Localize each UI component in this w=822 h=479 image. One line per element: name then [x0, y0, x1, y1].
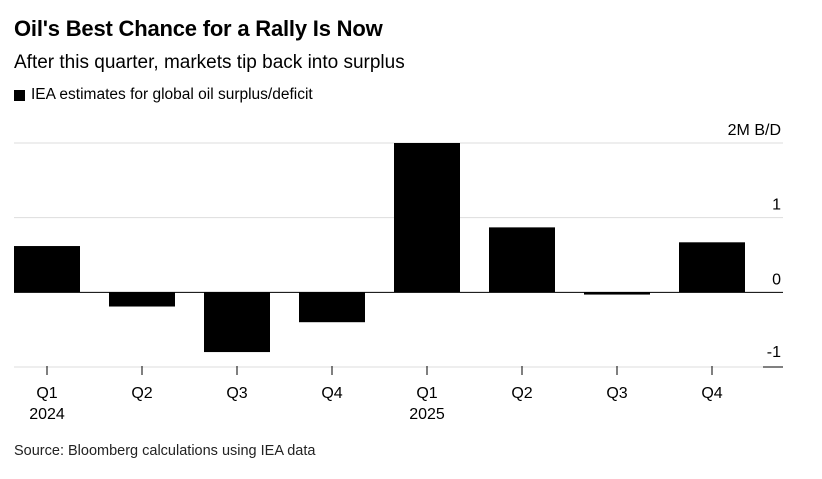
x-tick-label: Q1	[416, 385, 437, 402]
bar	[109, 292, 175, 307]
legend-label: IEA estimates for global oil surplus/def…	[31, 86, 313, 103]
source-note: Source: Bloomberg calculations using IEA…	[14, 443, 316, 459]
y-tick-label: 2M B/D	[728, 122, 781, 139]
y-tick-label: 1	[772, 197, 781, 214]
chart-title: Oil's Best Chance for a Rally Is Now	[14, 16, 383, 41]
x-tick-label: Q2	[511, 385, 532, 402]
bar	[14, 246, 80, 293]
bar	[204, 292, 270, 353]
x-tick-label: Q4	[321, 385, 342, 402]
x-tick-label: Q2	[131, 385, 152, 402]
x-tick-label: Q3	[606, 385, 627, 402]
x-tick-label: Q1	[36, 385, 57, 402]
bar	[489, 227, 555, 293]
legend-swatch	[14, 89, 25, 101]
x-year-label: 2025	[409, 406, 445, 423]
bar	[584, 292, 650, 295]
bar	[299, 292, 365, 323]
chart-subtitle: After this quarter, markets tip back int…	[14, 52, 405, 73]
y-tick-label: -1	[767, 344, 781, 361]
bar	[679, 242, 745, 293]
bar	[394, 143, 460, 293]
x-tick-label: Q3	[226, 385, 247, 402]
legend: IEA estimates for global oil surplus/def…	[14, 86, 313, 104]
x-tick-label: Q4	[701, 385, 722, 402]
y-tick-label: 0	[772, 271, 781, 288]
x-year-label: 2024	[29, 406, 65, 423]
